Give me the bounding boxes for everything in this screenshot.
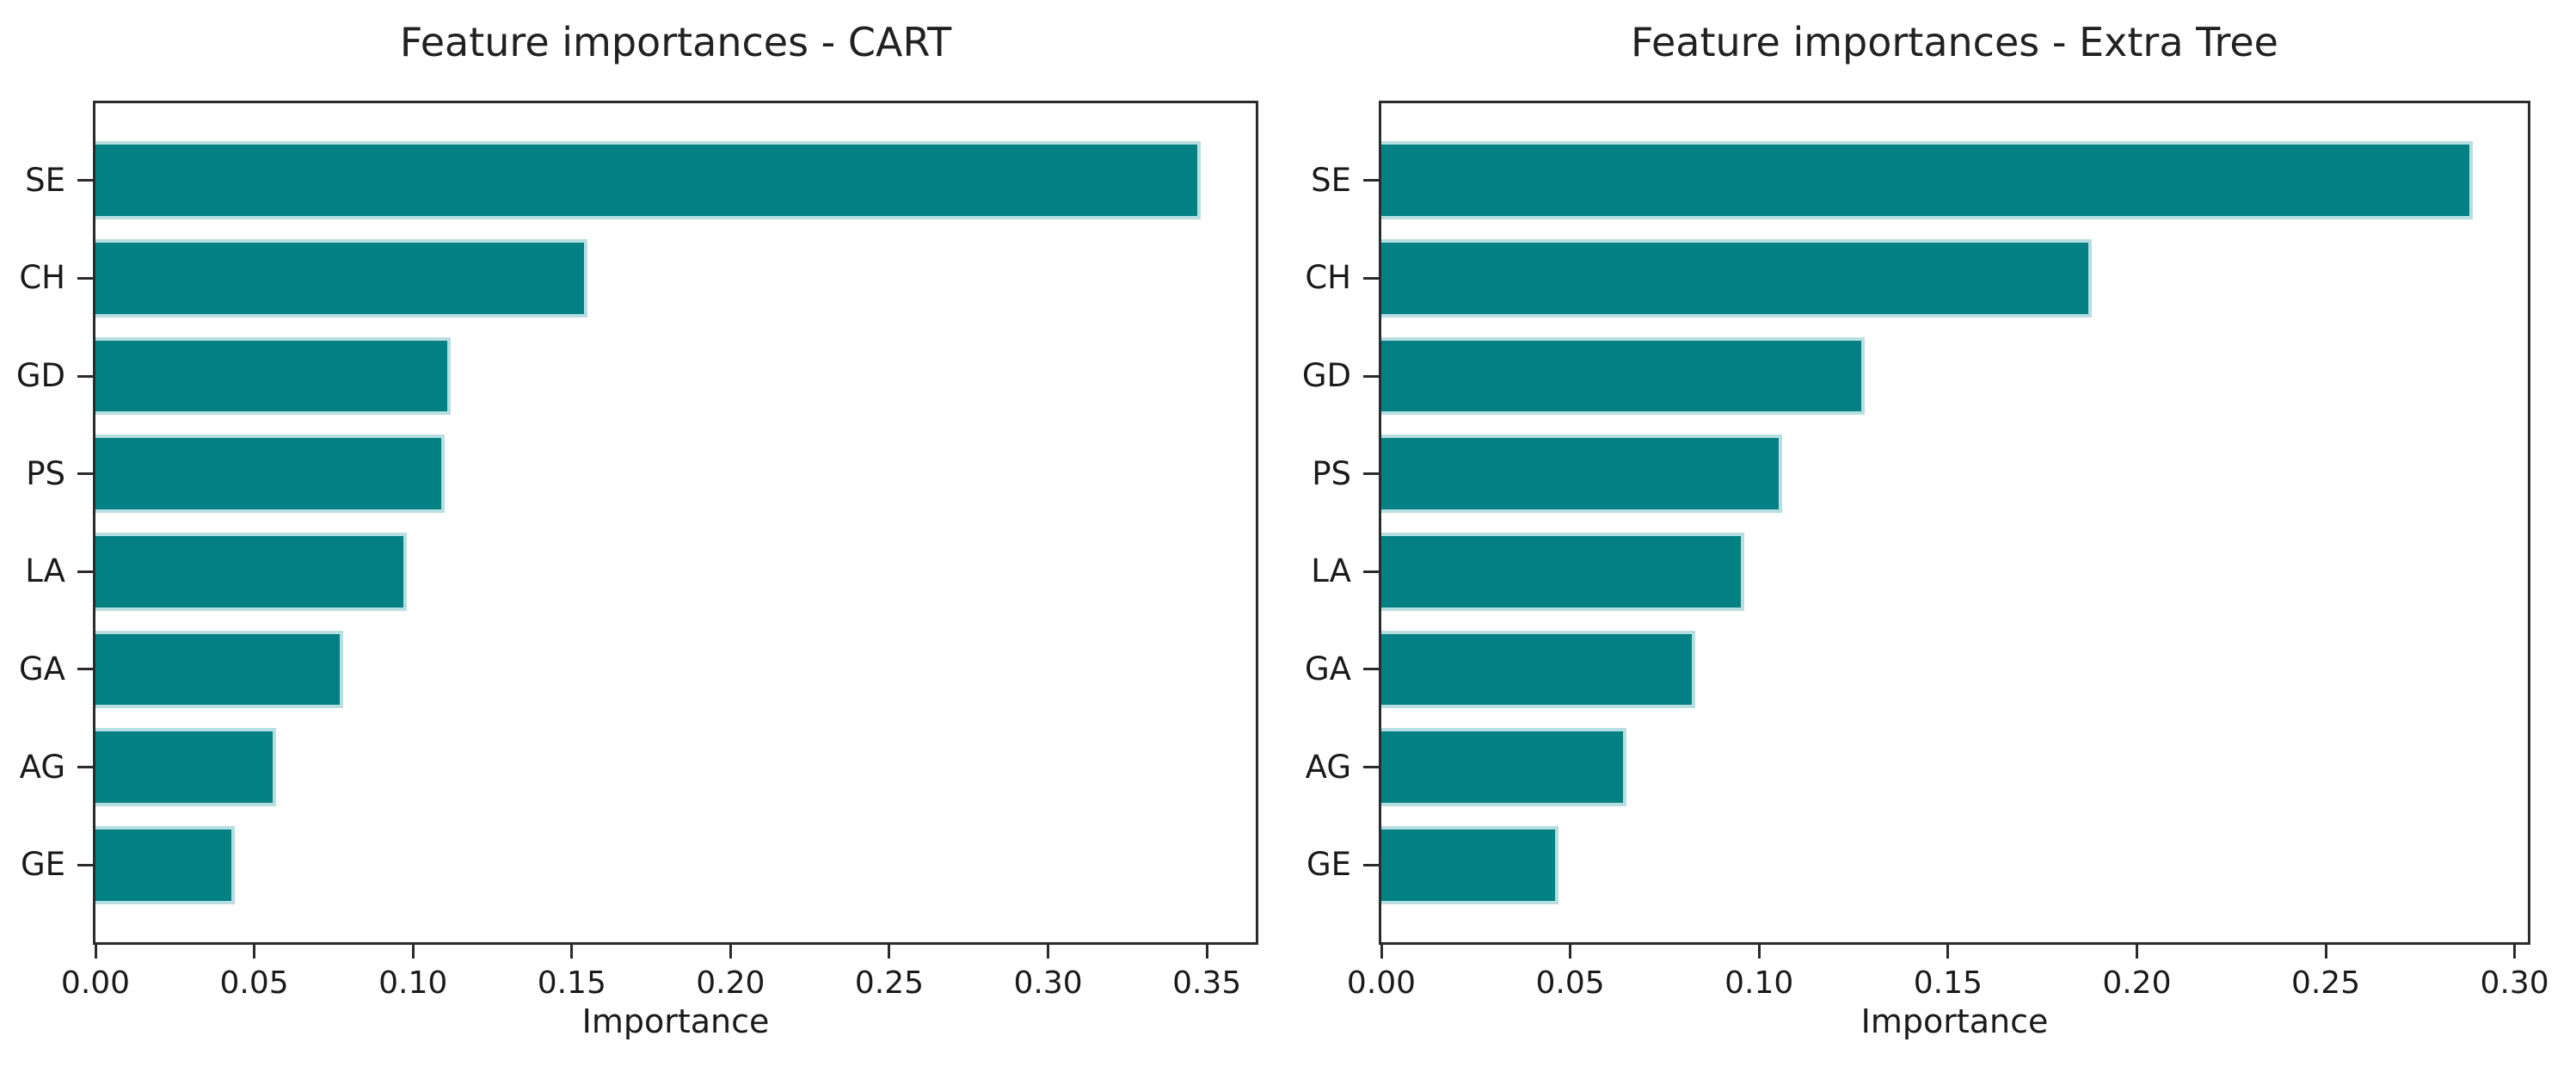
x-tick-0.10-1 (1757, 945, 1761, 959)
x-tick-0.15-0 (570, 945, 574, 959)
x-tick-label-0.30-0: 0.30 (1013, 965, 1083, 1001)
y-tick-ga-0 (77, 668, 93, 671)
x-tick-label-0.05-0: 0.05 (219, 965, 289, 1001)
x-axis-label-extra-tree: Importance (1860, 1002, 2049, 1040)
plot-area-extra-tree: SE CH GD PS LA GA AG GE 0.00 0.05 0.10 0.15 0.20 0.25… (1302, 101, 2549, 999)
x-tick-label-0.30-1: 0.30 (2480, 965, 2549, 1001)
bar-ag-1 (1381, 728, 1627, 807)
y-tick-gd-0 (77, 374, 93, 378)
y-tick-la-0 (77, 570, 93, 573)
y-tick-label-ga-1: GA (1305, 650, 1351, 688)
x-tick-label-0.00-1: 0.00 (1346, 965, 1417, 1001)
x-tick-0.25-0 (888, 945, 891, 959)
y-tick-ch-1 (1363, 276, 1379, 280)
bar-se-1 (1381, 141, 2474, 220)
y-tick-ps-1 (1363, 472, 1379, 476)
bar-ge-1 (1381, 825, 1559, 904)
bar-gd-0 (95, 336, 452, 416)
x-tick-label-0.20-1: 0.20 (2102, 965, 2172, 1001)
bar-la-1 (1381, 532, 1744, 611)
y-tick-label-gd-1: GD (1301, 357, 1351, 395)
y-tick-label-ag-0: AG (19, 748, 65, 786)
bar-se-0 (95, 141, 1201, 220)
y-tick-label-ge-1: GE (1306, 846, 1351, 884)
x-tick-0.20-0 (729, 945, 732, 959)
x-tick-0.25-1 (2324, 945, 2327, 959)
y-tick-se-1 (1363, 179, 1379, 182)
bar-ge-0 (95, 825, 236, 904)
x-tick-0.10-0 (411, 945, 415, 959)
y-tick-label-ch-0: CH (19, 259, 65, 297)
bar-ag-0 (95, 728, 277, 807)
y-tick-label-ch-1: CH (1305, 259, 1351, 297)
x-tick-label-0.10-0: 0.10 (378, 965, 448, 1001)
x-tick-0.00-1 (1380, 945, 1383, 959)
x-tick-label-0.15-0: 0.15 (537, 965, 606, 1001)
bar-ps-1 (1381, 435, 1782, 514)
y-tick-label-ga-0: GA (19, 650, 65, 688)
chart-title-extra-tree: Feature importances - Extra Tree (1631, 19, 2278, 65)
y-tick-ge-0 (77, 863, 93, 866)
x-tick-label-0.25-0: 0.25 (854, 965, 925, 1001)
y-tick-la-1 (1363, 570, 1379, 573)
bar-la-0 (95, 532, 407, 611)
x-tick-label-0.35-0: 0.35 (1172, 965, 1242, 1001)
y-tick-ag-1 (1363, 766, 1379, 769)
bar-ga-0 (95, 630, 343, 709)
y-tick-ch-0 (77, 276, 93, 280)
bar-ps-0 (95, 435, 446, 514)
y-tick-label-ps-0: PS (26, 454, 65, 492)
y-tick-ge-1 (1363, 863, 1379, 866)
bar-ch-1 (1381, 238, 2092, 318)
x-tick-0.20-1 (2135, 945, 2138, 959)
x-tick-0.30-0 (1047, 945, 1050, 959)
x-tick-0.05-1 (1569, 945, 1572, 959)
x-tick-label-0.00-0: 0.00 (60, 965, 131, 1001)
y-tick-label-ge-0: GE (20, 846, 65, 884)
y-tick-label-se-1: SE (1311, 161, 1351, 199)
bar-gd-1 (1381, 336, 1866, 416)
y-tick-label-la-0: LA (25, 552, 65, 590)
x-tick-label-0.05-1: 0.05 (1535, 965, 1605, 1001)
y-tick-label-la-1: LA (1311, 552, 1351, 590)
bar-ch-0 (95, 238, 588, 318)
x-tick-0.05-0 (253, 945, 256, 959)
x-tick-0.35-0 (1205, 945, 1208, 959)
plot-area-cart: SE CH GD PS LA GA AG GE 0.00 0.05 0.10 0.15 0.20 0.25… (16, 101, 1258, 999)
y-tick-ag-0 (77, 766, 93, 769)
x-tick-0.30-1 (2513, 945, 2517, 959)
x-tick-label-0.15-1: 0.15 (1913, 965, 1983, 1001)
x-tick-0.15-1 (1946, 945, 1950, 959)
y-tick-label-ps-1: PS (1312, 454, 1351, 492)
y-tick-se-0 (77, 179, 93, 182)
y-tick-label-se-0: SE (25, 161, 65, 199)
x-tick-label-0.20-0: 0.20 (696, 965, 765, 1001)
y-tick-ga-1 (1363, 668, 1379, 671)
y-tick-ps-0 (77, 472, 93, 476)
bar-ga-1 (1381, 630, 1695, 709)
x-tick-0.00-0 (94, 945, 97, 959)
x-tick-label-0.25-1: 0.25 (2290, 965, 2361, 1001)
x-tick-label-0.10-1: 0.10 (1725, 965, 1794, 1001)
y-tick-label-gd-0: GD (15, 357, 65, 395)
x-axis-label-cart: Importance (581, 1002, 770, 1040)
chart-title-cart: Feature importances - CART (399, 19, 952, 65)
y-tick-gd-1 (1363, 374, 1379, 378)
y-tick-label-ag-1: AG (1305, 748, 1351, 786)
